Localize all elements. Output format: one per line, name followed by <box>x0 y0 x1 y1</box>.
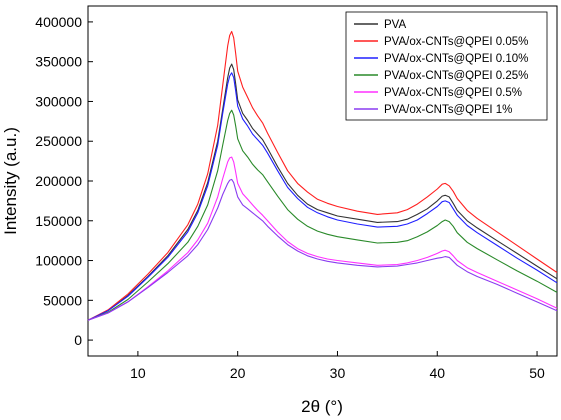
y-axis-title: Intensity (a.u.) <box>1 127 20 235</box>
y-tick-label: 250000 <box>35 133 82 149</box>
legend-label-1: PVA <box>384 19 406 31</box>
y-axis: 0 50000 100000 150000 200000 250000 300000 3500… <box>35 14 93 348</box>
x-axis-title: 2θ (°) <box>301 397 343 416</box>
y-tick-label: 300000 <box>35 93 82 109</box>
x-tick-label: 20 <box>230 365 246 381</box>
x-axis: 10 20 30 40 50 <box>130 351 545 381</box>
series-line-1 <box>87 63 558 321</box>
legend-label-2: PVA/ox-CNTs@QPEI 0.05% <box>384 36 528 48</box>
y-tick-label: 100000 <box>35 253 82 269</box>
legend: PVA PVA/ox-CNTs@QPEI 0.05% PVA/ox-CNTs@QPE… <box>345 11 548 121</box>
y-tick-label: 50000 <box>43 292 82 308</box>
legend-label-5: PVA/ox-CNTs@QPEI 0.5% <box>384 87 522 99</box>
legend-label-3: PVA/ox-CNTs@QPEI 0.10% <box>384 53 528 65</box>
y-tick-label: 0 <box>74 332 82 348</box>
series-line-3 <box>87 72 558 321</box>
series-line-4 <box>87 109 558 321</box>
y-tick-label: 150000 <box>35 213 82 229</box>
legend-label-6: PVA/ox-CNTs@QPEI 1% <box>384 104 512 116</box>
series-line-5 <box>87 156 558 321</box>
series-line-2 <box>87 30 558 321</box>
y-tick-label: 200000 <box>35 173 82 189</box>
x-tick-label: 50 <box>529 365 545 381</box>
y-tick-label: 400000 <box>35 14 82 30</box>
legend-label-4: PVA/ox-CNTs@QPEI 0.25% <box>384 70 528 82</box>
series-layer <box>87 30 558 321</box>
series-line-6 <box>87 178 558 321</box>
y-tick-label: 350000 <box>35 54 82 70</box>
legend-box <box>345 11 548 121</box>
x-tick-label: 30 <box>330 365 346 381</box>
x-tick-label: 40 <box>429 365 445 381</box>
x-tick-label: 10 <box>130 365 146 381</box>
